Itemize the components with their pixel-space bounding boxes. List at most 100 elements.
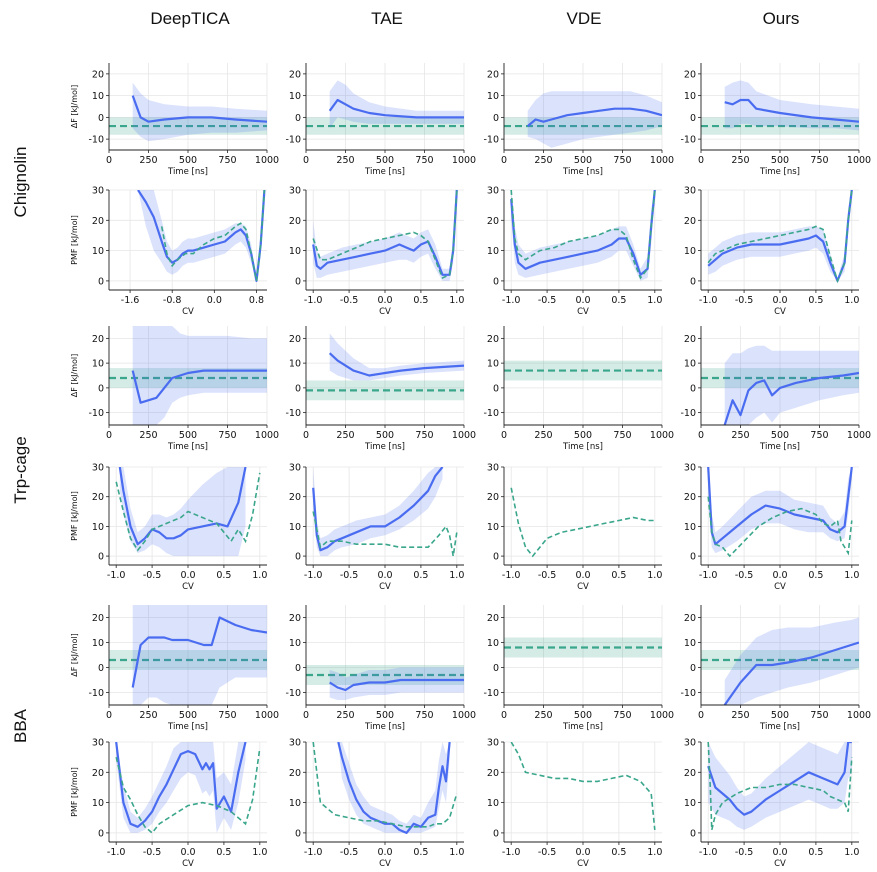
model-uncertainty-band <box>132 326 267 425</box>
panel-ours-chignolin-pmf: -1.0 -0.5 0.0 0.5 1.0 0 10 20 30 CV <box>684 186 859 318</box>
plot-area <box>306 333 464 401</box>
y-tick-label: 20 <box>92 768 104 779</box>
x-tick-label: 1000 <box>650 430 674 441</box>
x-tick-label: 1.0 <box>449 295 464 306</box>
x-tick-label: 0.5 <box>808 295 823 306</box>
y-tick-label: 10 <box>289 798 301 809</box>
x-axis-label: CV <box>774 307 786 317</box>
x-tick-label: 500 <box>179 155 197 166</box>
panel-deeptica-bba-pmf: -1.0 -0.5 0.0 0.5 1.0 0 10 20 30 CV PMF [kJ/mol] <box>70 738 267 870</box>
y-tick-label: 0 <box>493 828 499 839</box>
row-label-chignolin: Chignolin <box>11 147 30 218</box>
x-axis-label: Time [ns] <box>167 442 208 452</box>
plot-area <box>306 665 464 700</box>
y-tick-label: 0 <box>493 113 499 124</box>
model-uncertainty-band <box>329 333 464 381</box>
panel-vde-bba-pmf: -1.0 -0.5 0.0 0.5 1.0 0 10 20 30 CV <box>487 738 662 870</box>
x-axis-label: Time [ns] <box>167 167 208 177</box>
model-curve <box>328 352 464 377</box>
y-tick-label: 10 <box>487 798 499 809</box>
plot-area <box>306 80 464 135</box>
x-tick-label: 750 <box>810 155 828 166</box>
y-tick-label: -10 <box>483 135 499 146</box>
x-tick-label: -0.5 <box>538 570 557 581</box>
y-tick-label: 10 <box>487 359 499 370</box>
y-tick-label: 10 <box>92 359 104 370</box>
y-tick-label: 20 <box>487 69 499 80</box>
x-tick-label: 500 <box>376 155 394 166</box>
y-tick-label: 20 <box>289 613 301 624</box>
y-tick-label: 10 <box>289 638 301 649</box>
plot-area <box>504 637 662 658</box>
x-tick-label: 0 <box>106 155 112 166</box>
model-curve <box>337 742 451 834</box>
x-tick-label: 750 <box>613 430 631 441</box>
panel-deeptica-chignolin-pmf: -1.6 -0.8 0.0 0.8 0 10 20 30 CV PMF [kJ/mol] <box>70 186 267 317</box>
model-curve <box>131 616 267 688</box>
y-axis-label: ΔF [kJ/mol] <box>70 354 79 397</box>
x-tick-label: -1.0 <box>699 570 718 581</box>
y-tick-label: 0 <box>690 552 696 563</box>
x-tick-label: -0.5 <box>143 570 162 581</box>
y-tick-label: 20 <box>487 492 499 503</box>
model-curve <box>312 467 444 552</box>
model-curve <box>707 742 852 816</box>
x-tick-label: 500 <box>574 710 592 721</box>
y-tick-label: -10 <box>680 408 696 419</box>
y-tick-label: 10 <box>92 246 104 257</box>
x-tick-label: -1.0 <box>699 847 718 858</box>
y-tick-label: 20 <box>487 334 499 345</box>
x-tick-label: 750 <box>415 710 433 721</box>
x-tick-label: 500 <box>574 430 592 441</box>
model-curve <box>118 467 247 546</box>
model-curve <box>723 371 859 425</box>
panel-vde-chignolin-pmf: -1.0 -0.5 0.0 0.5 1.0 0 10 20 30 CV <box>487 186 662 318</box>
plot-area <box>510 190 656 281</box>
x-tick-label: 750 <box>613 155 631 166</box>
y-tick-label: -10 <box>680 688 696 699</box>
x-tick-label: 500 <box>179 710 197 721</box>
x-tick-label: 0 <box>501 710 507 721</box>
panel-tae-bba-pmf: -1.0 -0.5 0.0 0.5 1.0 0 10 20 30 CV <box>289 738 464 870</box>
x-tick-label: 500 <box>376 430 394 441</box>
x-tick-label: -1.0 <box>107 847 126 858</box>
x-tick-label: -0.5 <box>538 295 557 306</box>
y-tick-label: 10 <box>289 246 301 257</box>
model-uncertainty-band <box>708 190 852 281</box>
x-tick-label: -0.5 <box>143 847 162 858</box>
x-tick-label: 0.0 <box>575 847 590 858</box>
x-tick-label: 0.5 <box>413 295 428 306</box>
y-tick-label: 0 <box>690 663 696 674</box>
plot-area <box>312 467 458 557</box>
model-curve <box>131 369 267 404</box>
reference-curve <box>115 747 261 835</box>
x-tick-label: 750 <box>218 430 236 441</box>
plot-area <box>137 190 266 282</box>
x-tick-label: 0 <box>106 710 112 721</box>
x-axis-label: Time [ns] <box>364 442 405 452</box>
y-tick-label: 30 <box>684 738 696 749</box>
model-curve <box>724 98 859 123</box>
x-tick-label: -1.6 <box>121 295 140 306</box>
x-tick-label: 750 <box>415 155 433 166</box>
x-tick-label: -0.8 <box>163 295 182 306</box>
y-tick-label: 0 <box>493 276 499 287</box>
y-tick-label: -10 <box>285 688 301 699</box>
x-axis-label: CV <box>379 582 391 592</box>
y-tick-label: 0 <box>295 113 301 124</box>
y-tick-label: -10 <box>483 688 499 699</box>
x-tick-label: 0.0 <box>772 570 787 581</box>
model-uncertainty-band <box>119 467 246 557</box>
y-tick-label: 0 <box>98 383 104 394</box>
y-tick-label: 0 <box>295 663 301 674</box>
model-uncertainty-band <box>338 742 450 833</box>
x-axis-label: Time [ns] <box>562 167 603 177</box>
y-tick-label: 10 <box>487 91 499 102</box>
x-tick-label: 0 <box>501 155 507 166</box>
panel-deeptica-trp-cage-pmf: -1.0 -0.5 0.0 0.5 1.0 0 10 20 30 CV PMF [kJ/mol] <box>70 463 267 593</box>
plot-area <box>707 190 853 284</box>
